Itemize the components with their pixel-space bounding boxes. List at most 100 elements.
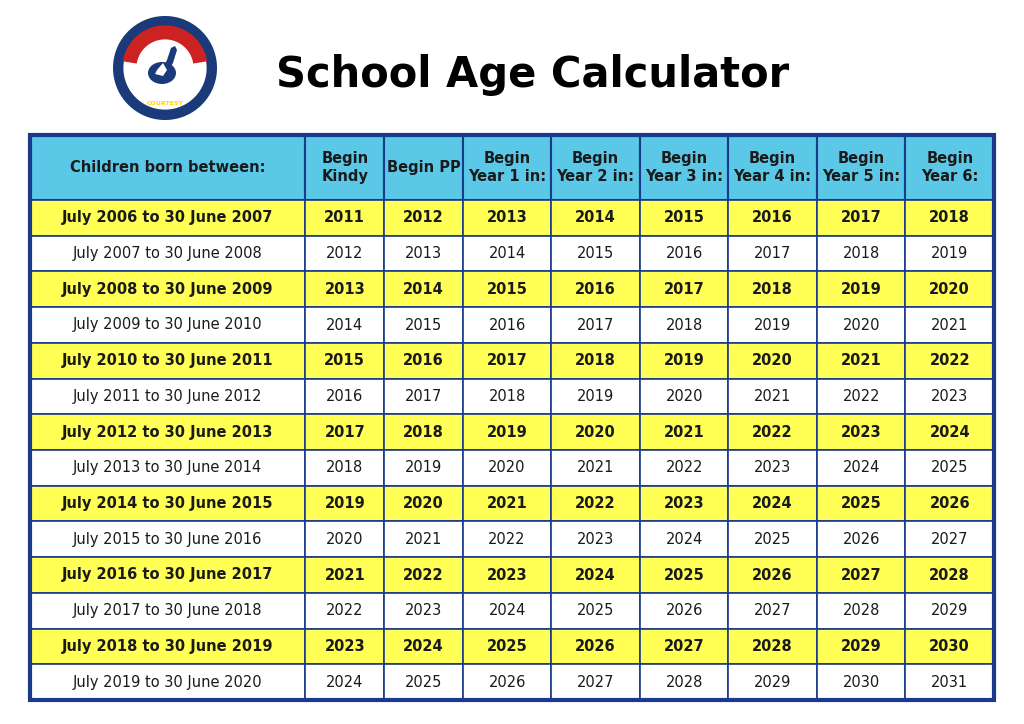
Text: 2019: 2019: [931, 246, 969, 261]
Text: 2025: 2025: [664, 568, 705, 583]
Text: 2019: 2019: [577, 389, 614, 404]
Bar: [817, 236, 905, 272]
Bar: [905, 379, 994, 414]
Text: 2019: 2019: [664, 353, 705, 369]
Text: 2015: 2015: [404, 318, 442, 332]
Bar: [384, 343, 463, 379]
Text: 2024: 2024: [666, 532, 702, 547]
Text: 2013: 2013: [404, 246, 442, 261]
Bar: [30, 593, 305, 628]
Text: Children born between:: Children born between:: [70, 160, 265, 175]
Bar: [305, 628, 384, 665]
Text: Begin
Kindy: Begin Kindy: [322, 151, 369, 184]
Text: 2017: 2017: [664, 282, 705, 297]
Text: 2018: 2018: [403, 425, 444, 439]
Bar: [817, 414, 905, 450]
Bar: [463, 557, 551, 593]
Text: 2020: 2020: [666, 389, 702, 404]
Bar: [905, 272, 994, 307]
Bar: [817, 379, 905, 414]
Text: 2020: 2020: [326, 532, 364, 547]
Bar: [384, 272, 463, 307]
Bar: [817, 200, 905, 236]
Bar: [905, 593, 994, 628]
Bar: [728, 200, 817, 236]
Text: 2014: 2014: [327, 318, 364, 332]
Bar: [384, 665, 463, 700]
Text: July 2011 to 30 June 2012: July 2011 to 30 June 2012: [73, 389, 262, 404]
Bar: [463, 593, 551, 628]
Text: 2012: 2012: [326, 246, 364, 261]
Bar: [463, 665, 551, 700]
Bar: [463, 272, 551, 307]
Text: 2027: 2027: [931, 532, 969, 547]
Text: 2020: 2020: [488, 460, 526, 476]
Text: 2025: 2025: [931, 460, 969, 476]
Text: 2022: 2022: [575, 496, 615, 511]
Text: 2025: 2025: [486, 639, 527, 654]
Text: 2021: 2021: [404, 532, 442, 547]
Text: 2017: 2017: [486, 353, 527, 369]
Text: WEST LEEDERVILLE PRIMARY: WEST LEEDERVILLE PRIMARY: [114, 7, 216, 12]
Bar: [30, 200, 305, 236]
Bar: [817, 450, 905, 486]
Text: 2022: 2022: [403, 568, 443, 583]
Text: 2019: 2019: [754, 318, 792, 332]
Bar: [384, 557, 463, 593]
Bar: [817, 135, 905, 200]
Bar: [728, 343, 817, 379]
Bar: [463, 450, 551, 486]
Bar: [905, 343, 994, 379]
Bar: [905, 135, 994, 200]
Bar: [384, 593, 463, 628]
Bar: [30, 414, 305, 450]
Text: 2015: 2015: [486, 282, 527, 297]
Bar: [905, 665, 994, 700]
Bar: [463, 414, 551, 450]
Bar: [384, 379, 463, 414]
Text: 2018: 2018: [327, 460, 364, 476]
Bar: [463, 236, 551, 272]
Bar: [728, 521, 817, 557]
Bar: [463, 628, 551, 665]
Text: 2021: 2021: [931, 318, 969, 332]
Text: 2020: 2020: [843, 318, 880, 332]
Text: 2022: 2022: [666, 460, 702, 476]
Bar: [817, 486, 905, 521]
Bar: [305, 414, 384, 450]
Bar: [640, 486, 728, 521]
Bar: [305, 236, 384, 272]
Bar: [728, 486, 817, 521]
Bar: [817, 272, 905, 307]
Text: July 2012 to 30 June 2013: July 2012 to 30 June 2013: [62, 425, 273, 439]
Bar: [640, 200, 728, 236]
Bar: [728, 236, 817, 272]
Polygon shape: [163, 46, 177, 73]
Text: School Age Calculator: School Age Calculator: [275, 54, 790, 96]
Bar: [640, 557, 728, 593]
Text: Begin PP: Begin PP: [387, 160, 461, 175]
Text: Begin
Year 4 in:: Begin Year 4 in:: [733, 151, 812, 184]
Text: 2023: 2023: [841, 425, 882, 439]
Bar: [817, 593, 905, 628]
Bar: [551, 628, 640, 665]
Text: 2019: 2019: [325, 496, 366, 511]
Bar: [30, 521, 305, 557]
Bar: [30, 628, 305, 665]
Bar: [305, 200, 384, 236]
Bar: [728, 135, 817, 200]
Text: 2024: 2024: [753, 496, 793, 511]
Text: 2023: 2023: [577, 532, 614, 547]
Text: 2027: 2027: [664, 639, 705, 654]
Bar: [905, 628, 994, 665]
Bar: [30, 272, 305, 307]
Bar: [728, 307, 817, 343]
Text: COURTESY: COURTESY: [146, 101, 183, 106]
Text: 2015: 2015: [325, 353, 366, 369]
Text: 2024: 2024: [488, 603, 525, 618]
Text: 2012: 2012: [403, 211, 443, 225]
Bar: [905, 486, 994, 521]
Bar: [384, 307, 463, 343]
Text: 2024: 2024: [930, 425, 970, 439]
Bar: [30, 486, 305, 521]
